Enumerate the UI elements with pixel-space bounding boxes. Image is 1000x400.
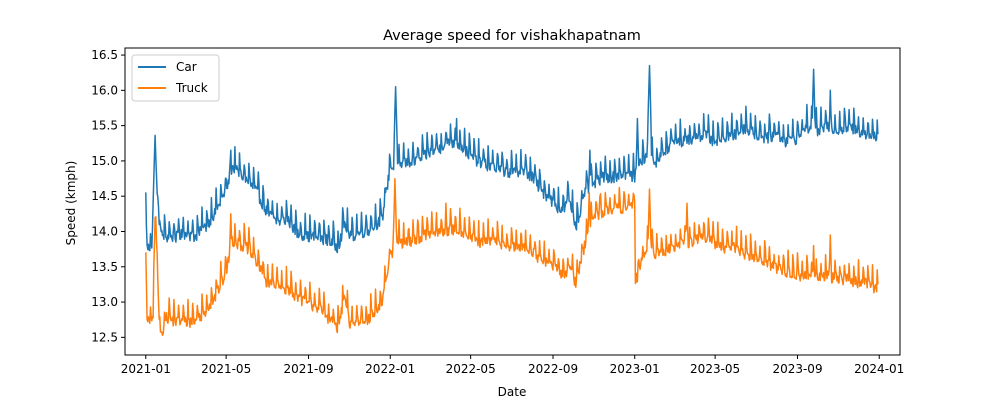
y-tick-label: 14.5	[91, 189, 118, 203]
x-tick-label: 2023-05	[690, 362, 740, 376]
series-line-truck	[145, 177, 879, 337]
y-tick-label: 13.0	[91, 295, 118, 309]
x-tick-label: 2024-01	[854, 362, 904, 376]
y-tick-label: 12.5	[91, 330, 118, 344]
x-tick-label: 2023-09	[772, 362, 822, 376]
series-layer	[145, 64, 879, 337]
series-line-car	[145, 64, 879, 254]
chart-title: Average speed for vishakhapatnam	[383, 28, 641, 44]
y-axis-label: Speed (kmph)	[64, 161, 78, 246]
y-tick-label: 13.5	[91, 260, 118, 274]
legend-label-truck: Truck	[175, 81, 208, 95]
x-tick-label: 2021-01	[121, 362, 171, 376]
x-axis-label: Date	[498, 385, 527, 399]
y-tick-label: 15.0	[91, 154, 118, 168]
x-tick-label: 2021-09	[283, 362, 333, 376]
x-tick-label: 2021-05	[201, 362, 251, 376]
tick-layer: 2021-01 2021-05 2021-09 2022-01 2022-05 2022-…	[91, 48, 904, 376]
x-tick-label: 2022-05	[446, 362, 496, 376]
x-tick-label: 2022-09	[528, 362, 578, 376]
x-tick-label: 2022-01	[365, 362, 415, 376]
plot-frame	[124, 47, 901, 356]
legend-label-car: Car	[176, 60, 197, 74]
y-tick-label: 14.0	[91, 224, 118, 238]
x-tick-label: 2023-01	[610, 362, 660, 376]
legend: Car Truck	[131, 54, 220, 102]
y-tick-label: 16.5	[91, 48, 118, 62]
y-tick-label: 16.0	[91, 83, 118, 97]
y-tick-label: 15.5	[91, 119, 118, 133]
